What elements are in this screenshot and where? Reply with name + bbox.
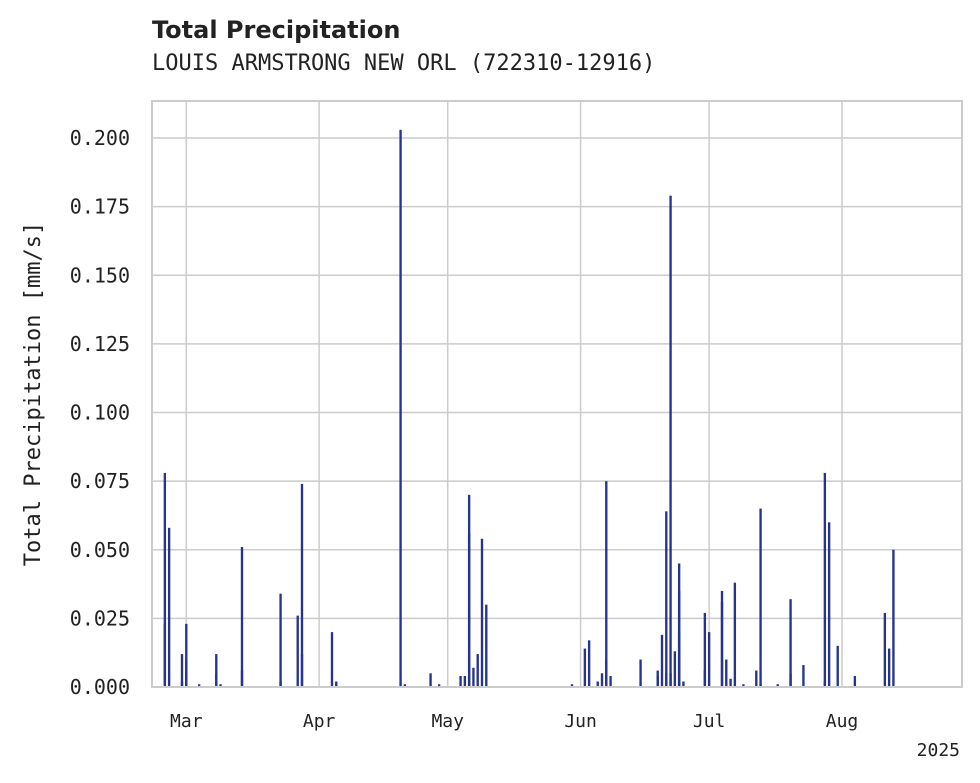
precip-bar	[789, 673, 792, 687]
x-tick-label: Apr	[303, 711, 336, 732]
precip-bar	[185, 623, 188, 687]
precip-bar	[639, 659, 642, 687]
precip-bar	[776, 684, 779, 687]
x-axis-ticks: Mar Apr May Jun Jul Aug	[170, 711, 858, 732]
y-tick-label: 0.125	[70, 332, 130, 356]
precip-bar	[600, 673, 604, 687]
precip-bar	[167, 527, 171, 687]
precip-bar	[759, 508, 762, 687]
precip-bar	[853, 676, 857, 687]
chart-title: Total Precipitation	[152, 16, 401, 44]
precip-bar	[596, 681, 599, 687]
precip-bar	[673, 651, 677, 687]
y-axis-label: Total Precipitation [mm/s]	[21, 222, 46, 566]
precip-bar	[887, 648, 891, 687]
precip-bar	[467, 533, 471, 687]
precip-bar	[669, 673, 672, 687]
precip-bar	[403, 684, 407, 687]
bars	[163, 129, 895, 687]
y-tick-label: 0.150	[70, 263, 130, 287]
precip-bar	[330, 632, 334, 687]
precip-bar	[335, 684, 338, 687]
precip-bar	[240, 547, 244, 687]
precip-bar	[677, 563, 681, 687]
x-tick-label: May	[431, 711, 464, 732]
y-tick-label: 0.100	[70, 401, 130, 425]
x-tick-label: Aug	[826, 711, 859, 732]
grid	[152, 101, 962, 688]
chart-subtitle: LOUIS ARMSTRONG NEW ORL (722310-12916)	[152, 51, 656, 76]
y-tick-label: 0.025	[70, 606, 130, 630]
precip-bar	[476, 654, 479, 687]
precip-bar	[656, 676, 659, 687]
precip-bar	[185, 670, 188, 687]
precip-bar	[733, 582, 737, 687]
plot-frame	[151, 100, 963, 688]
y-tick-label: 0.200	[70, 126, 130, 150]
y-axis-ticks: 0.000 0.025 0.050 0.075 0.100 0.125 0.150 0.175…	[70, 126, 130, 699]
precip-bar	[609, 676, 612, 687]
precip-bar	[729, 678, 732, 687]
precip-bar	[665, 511, 668, 687]
x-tick-label: Jul	[693, 711, 726, 732]
x-tick-label: Mar	[170, 711, 203, 732]
precip-bar	[300, 483, 304, 687]
precip-bar	[720, 590, 724, 687]
precip-bar	[605, 481, 608, 687]
precip-bar	[279, 593, 282, 687]
precip-bar	[197, 684, 201, 687]
precip-bar	[240, 670, 244, 687]
precip-bar	[570, 684, 574, 687]
precip-bar	[660, 634, 664, 687]
y-tick-label: 0.050	[70, 538, 130, 562]
precip-bar	[180, 654, 184, 687]
precip-bar	[665, 673, 668, 687]
precip-bar	[399, 129, 402, 687]
precip-bar	[605, 659, 608, 687]
precip-bar	[485, 604, 488, 687]
precip-bar	[583, 648, 587, 687]
precip-bar	[163, 472, 167, 687]
precip-bar	[802, 665, 805, 687]
precip-bar	[789, 599, 792, 687]
y-tick-label: 0.175	[70, 195, 130, 219]
precip-bar	[755, 670, 758, 687]
precip-bar	[296, 615, 299, 687]
precip-bar	[669, 195, 672, 687]
precip-bar	[279, 681, 282, 687]
precip-bar	[472, 667, 475, 687]
precip-bar	[836, 645, 839, 687]
precip-bar	[759, 684, 762, 687]
precip-bar	[429, 673, 432, 687]
precip-bar	[703, 612, 707, 687]
x-tick-label: Jun	[564, 711, 597, 732]
precip-bar	[459, 676, 462, 687]
precip-bar	[463, 676, 467, 687]
precip-bar	[215, 654, 218, 687]
precip-bar	[219, 684, 222, 687]
precip-bar	[707, 632, 711, 687]
precip-bar	[480, 538, 484, 687]
precip-bar	[823, 472, 827, 687]
precip-bar	[725, 659, 728, 687]
precip-bar	[892, 549, 895, 687]
precip-bar	[682, 681, 685, 687]
precip-bar	[742, 684, 745, 687]
precip-bar	[587, 640, 591, 687]
precip-bar	[883, 612, 887, 687]
y-tick-label: 0.000	[70, 675, 130, 699]
y-tick-label: 0.075	[70, 469, 130, 493]
precip-bar	[827, 522, 831, 687]
precip-bar	[437, 684, 441, 687]
x-year-label: 2025	[917, 740, 960, 761]
